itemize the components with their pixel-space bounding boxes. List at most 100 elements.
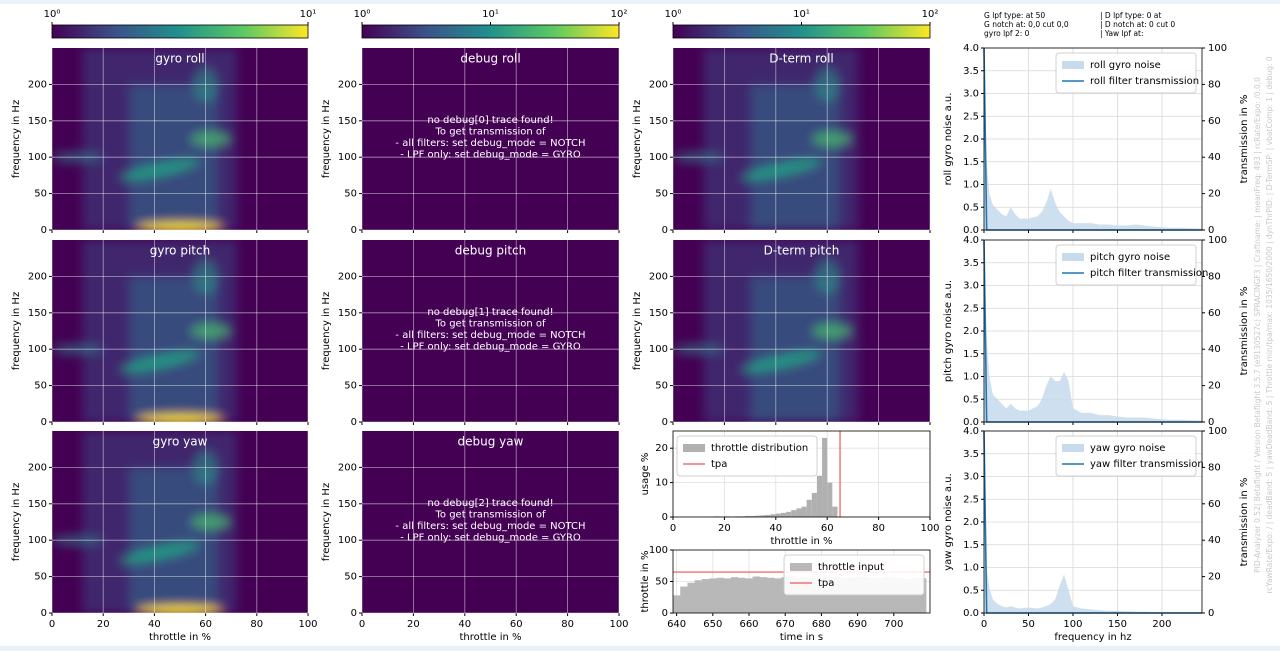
bar <box>832 506 838 517</box>
annotation: - LPF only: set debug_mode = GYRO <box>400 533 581 544</box>
heatmap-blob <box>190 514 232 530</box>
x-tick-label: 40 <box>148 619 161 630</box>
x-tick-label: 100 <box>609 619 628 630</box>
colorbar <box>361 24 620 39</box>
y-tick-label: 20 <box>1208 189 1221 200</box>
y-tick-label: 50 <box>344 572 357 583</box>
annotation: - LPF only: set debug_mode = GYRO <box>400 150 581 161</box>
y-tick-label: 50 <box>655 381 668 392</box>
y-axis-label: frequency in Hz <box>321 100 332 178</box>
x-axis-label: throttle in % <box>459 632 521 643</box>
legend-box <box>1055 52 1197 94</box>
y-tick-label: 50 <box>34 189 47 200</box>
x-tick-label: 80 <box>872 523 885 534</box>
panel-title: gyro pitch <box>150 244 210 258</box>
panel-title: gyro roll <box>155 52 204 66</box>
y-tick-label: 80 <box>1208 462 1221 473</box>
heatmap-bg <box>362 240 619 422</box>
colorbar-tick-label: 10² <box>611 9 628 20</box>
y-tick-label: 0.5 <box>963 202 979 213</box>
y-tick-label: 0 <box>662 512 668 523</box>
y-tick-label: 100 <box>338 344 357 355</box>
plot-frame <box>672 549 931 614</box>
panel-title: debug yaw <box>458 435 524 449</box>
y-tick-label: 0 <box>351 608 357 619</box>
heatmap-blob <box>190 323 232 339</box>
legend-box <box>676 435 818 477</box>
y-tick-label: 3.0 <box>963 281 979 292</box>
y-tick-label: 0 <box>351 225 357 236</box>
y-tick-label: 20 <box>1208 381 1221 392</box>
y-tick-label: 150 <box>649 308 668 319</box>
annotation: - all filters: set debug_mode = NOTCH <box>395 330 585 341</box>
panel-title: D-term roll <box>769 52 834 66</box>
y-tick-label: 4.0 <box>963 43 979 54</box>
y-tick-label: 200 <box>28 79 47 90</box>
annotation: - all filters: set debug_mode = NOTCH <box>395 138 585 149</box>
annotation: To get transmission of <box>434 127 545 138</box>
info-text: | D lpf type: 0 at <box>1100 11 1161 20</box>
y-tick-label: 40 <box>1208 152 1221 163</box>
heatmap-blob <box>119 351 200 373</box>
x-tick-label: 0 <box>670 523 676 534</box>
x-tick-label: 650 <box>703 619 722 630</box>
y-tick-label: 3.5 <box>963 66 979 77</box>
y-tick-label: 2.5 <box>963 494 979 505</box>
heatmap-blob <box>811 131 853 147</box>
y-tick-label: 2.0 <box>963 326 979 337</box>
x-tick-label: 0 <box>359 619 365 630</box>
bar <box>811 492 817 517</box>
x-tick-label: 640 <box>667 619 686 630</box>
bar <box>755 515 761 517</box>
colorbar-tick-label: 10² <box>922 9 939 20</box>
legend-swatch <box>1062 61 1084 69</box>
y-tick-label: 1.5 <box>963 157 979 168</box>
y-axis-label: transmission in % <box>1239 287 1250 376</box>
x-tick-label: 60 <box>821 523 834 534</box>
y-axis-label: pitch gyro noise a.u. <box>943 280 954 382</box>
y-axis-label: roll gyro noise a.u. <box>943 93 954 186</box>
legend-swatch <box>1062 253 1084 261</box>
plot-frame <box>983 239 1203 423</box>
annotation: - all filters: set debug_mode = NOTCH <box>395 521 585 532</box>
y-tick-label: 1.5 <box>963 349 979 360</box>
legend-label: yaw gyro noise <box>1090 443 1165 454</box>
x-tick-label: 80 <box>250 619 263 630</box>
info-text: G notch at: 0,0 cut 0,0 <box>984 20 1069 29</box>
y-tick-label: 0.5 <box>963 394 979 405</box>
x-axis-label: time in s <box>780 632 823 643</box>
legend-swatch <box>1062 444 1084 452</box>
bar <box>786 511 792 517</box>
y-tick-label: 50 <box>344 189 357 200</box>
y-tick-label: 0 <box>662 225 668 236</box>
y-tick-label: 50 <box>34 572 47 583</box>
y-tick-label: 60 <box>1208 116 1221 127</box>
y-tick-label: 2.5 <box>963 303 979 314</box>
bar <box>775 513 781 517</box>
y-tick-label: 100 <box>28 535 47 546</box>
y-tick-label: 100 <box>28 344 47 355</box>
heatmap-blob <box>740 158 822 181</box>
y-tick-label: 0 <box>1208 417 1214 428</box>
heatmap-blob <box>136 414 224 422</box>
x-tick-label: 670 <box>776 619 795 630</box>
bar <box>744 515 751 517</box>
x-tick-label: 680 <box>812 619 831 630</box>
colorbar-tick-label: 10¹ <box>793 9 810 20</box>
y-tick-label: 150 <box>649 116 668 127</box>
x-tick-label: 20 <box>97 619 110 630</box>
annotation: no debug[0] trace found! <box>427 115 553 126</box>
legend-box <box>1055 244 1197 286</box>
x-tick-label: 150 <box>1108 619 1127 630</box>
y-tick-label: 0 <box>662 417 668 428</box>
y-tick-label: 100 <box>338 152 357 163</box>
panel-title: D-term pitch <box>764 244 840 258</box>
y-tick-label: 0 <box>351 417 357 428</box>
y-tick-label: 200 <box>338 462 357 473</box>
y-axis-label: frequency in Hz <box>632 100 643 178</box>
y-axis-label: transmission in % <box>1239 95 1250 184</box>
heatmap-image <box>673 48 859 230</box>
x-tick-label: 200 <box>1152 619 1171 630</box>
legend-label: throttle distribution <box>711 443 808 454</box>
x-tick-label: 50 <box>1022 619 1035 630</box>
